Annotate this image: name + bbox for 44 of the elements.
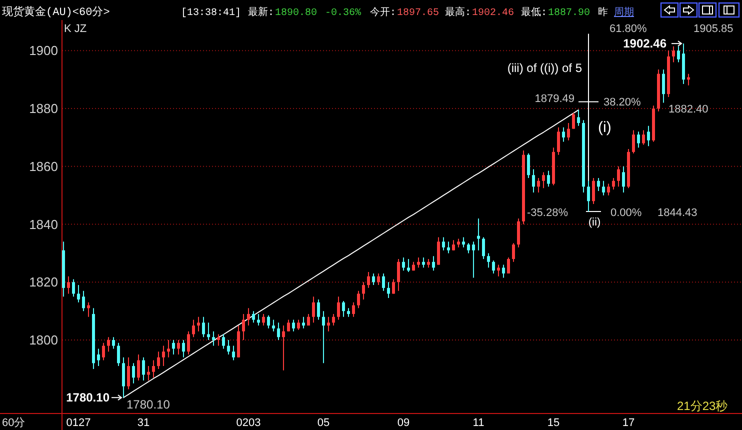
annotation: (ii) — [588, 216, 601, 228]
annotation: 21分23秒 — [677, 399, 728, 413]
x-tick-label: 09 — [397, 417, 410, 429]
annotation: -0.36% — [325, 8, 362, 19]
annotation: 0.00% — [610, 207, 642, 219]
annotation: 1780.10 — [66, 390, 110, 405]
annotation: 今开: — [370, 8, 396, 19]
annotation: [13:38:41] — [181, 8, 242, 19]
annotation: 1902.46 — [472, 8, 514, 19]
y-tick-label: 1800 — [29, 332, 58, 348]
annotation: 1902.46 — [623, 36, 666, 51]
y-tick-label: 1840 — [29, 216, 58, 232]
annotation: 周期 — [614, 8, 634, 19]
x-tick-label: 0127 — [66, 417, 91, 429]
annotation: 1887.90 — [548, 8, 590, 19]
x-tick-label: 31 — [137, 417, 150, 429]
annotation: 1879.49 — [534, 92, 574, 105]
y-tick-label: 1900 — [29, 43, 58, 58]
annotation: 最新: — [248, 8, 274, 19]
annotation: -35.28% — [527, 207, 568, 219]
annotation: 61.80% — [610, 22, 647, 35]
annotation: 最高: — [445, 8, 472, 19]
y-tick-label: 1880 — [29, 101, 58, 116]
x-tick-label: 15 — [547, 417, 560, 429]
annotation: (i) — [598, 119, 612, 136]
x-tick-label: 17 — [622, 417, 635, 429]
y-tick-label: 1860 — [29, 158, 58, 174]
annotation: 1882.40 — [668, 104, 708, 116]
y-tick-label: 1820 — [29, 274, 58, 290]
x-tick-label: 05 — [317, 417, 330, 429]
annotation: 1897.65 — [397, 8, 440, 19]
x-tick-label: 0203 — [236, 417, 261, 429]
annotation: 昨 — [598, 8, 608, 19]
annotation: 60分 — [2, 417, 26, 429]
title: 现货黄金(AU)<60分> — [2, 7, 110, 19]
annotation: 最低: — [521, 8, 548, 19]
annotation: K JZ — [64, 23, 87, 35]
annotation: 1890.80 — [275, 8, 318, 19]
annotation: 1844.43 — [658, 207, 698, 219]
annotation: 38.20% — [604, 96, 641, 109]
annotation: 1905.85 — [694, 22, 734, 35]
annotation: (iii) of ((i)) of 5 — [507, 61, 582, 75]
x-tick-label: 11 — [472, 417, 484, 429]
annotation: 1780.10 — [126, 398, 170, 412]
